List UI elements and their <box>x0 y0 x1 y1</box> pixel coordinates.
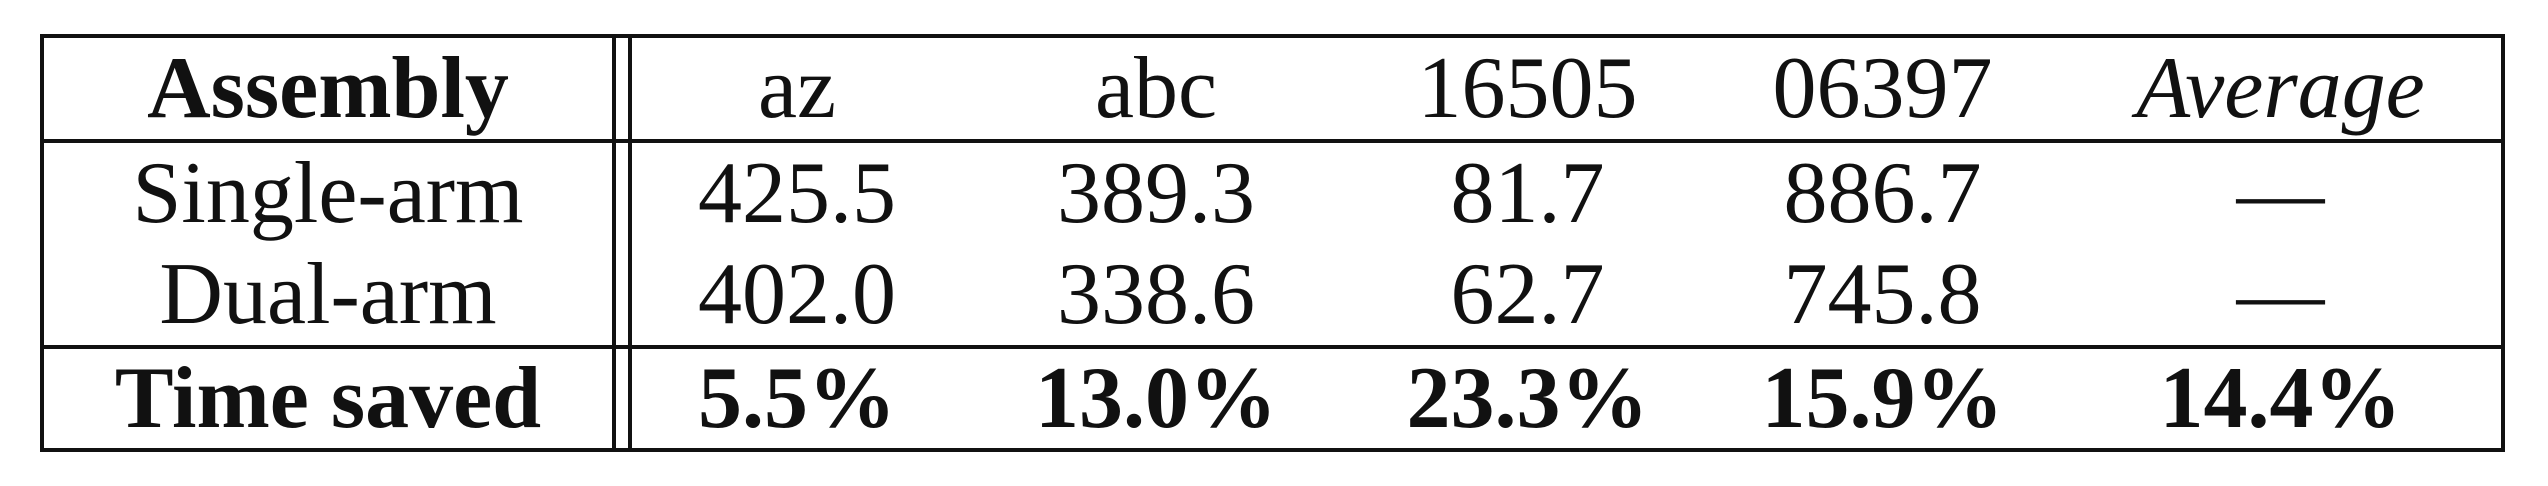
table-cell: 745.8 <box>1783 245 1982 343</box>
summary-cell: 5.5% <box>698 349 896 447</box>
row-label-single-arm: Single-arm <box>132 144 524 242</box>
table-cell: 389.3 <box>1057 144 1255 242</box>
header-col-16505: 16505 <box>1417 39 1638 137</box>
table-cell: 425.5 <box>698 144 896 242</box>
table-cell: 886.7 <box>1783 144 1982 242</box>
header-col-az: az <box>757 39 837 137</box>
table-cell: — <box>2236 245 2325 343</box>
table-cell: 81.7 <box>1450 144 1605 242</box>
header-col-average: Average <box>2136 39 2425 137</box>
row-label-dual-arm: Dual-arm <box>159 245 497 343</box>
table-cell: 62.7 <box>1450 245 1605 343</box>
summary-cell: 23.3% <box>1406 349 1649 447</box>
summary-separator <box>40 345 2505 349</box>
table-left-border <box>40 34 44 452</box>
table-right-border <box>2501 34 2505 452</box>
label-column-rule-2 <box>628 34 632 452</box>
header-col-06397: 06397 <box>1772 39 1993 137</box>
header-separator <box>40 139 2505 143</box>
table-cell: 402.0 <box>698 245 896 343</box>
table-cell: — <box>2236 144 2325 242</box>
table-top-border <box>40 34 2505 38</box>
table-cell: 338.6 <box>1057 245 1255 343</box>
row-label-time-saved: Time saved <box>114 349 542 447</box>
header-col-abc: abc <box>1094 39 1218 137</box>
table-bottom-border <box>40 448 2505 452</box>
summary-cell-average: 14.4% <box>2159 349 2402 447</box>
label-column-rule-1 <box>612 34 616 452</box>
summary-cell: 13.0% <box>1035 349 1277 447</box>
header-assembly: Assembly <box>147 39 509 137</box>
summary-cell: 15.9% <box>1761 349 2004 447</box>
